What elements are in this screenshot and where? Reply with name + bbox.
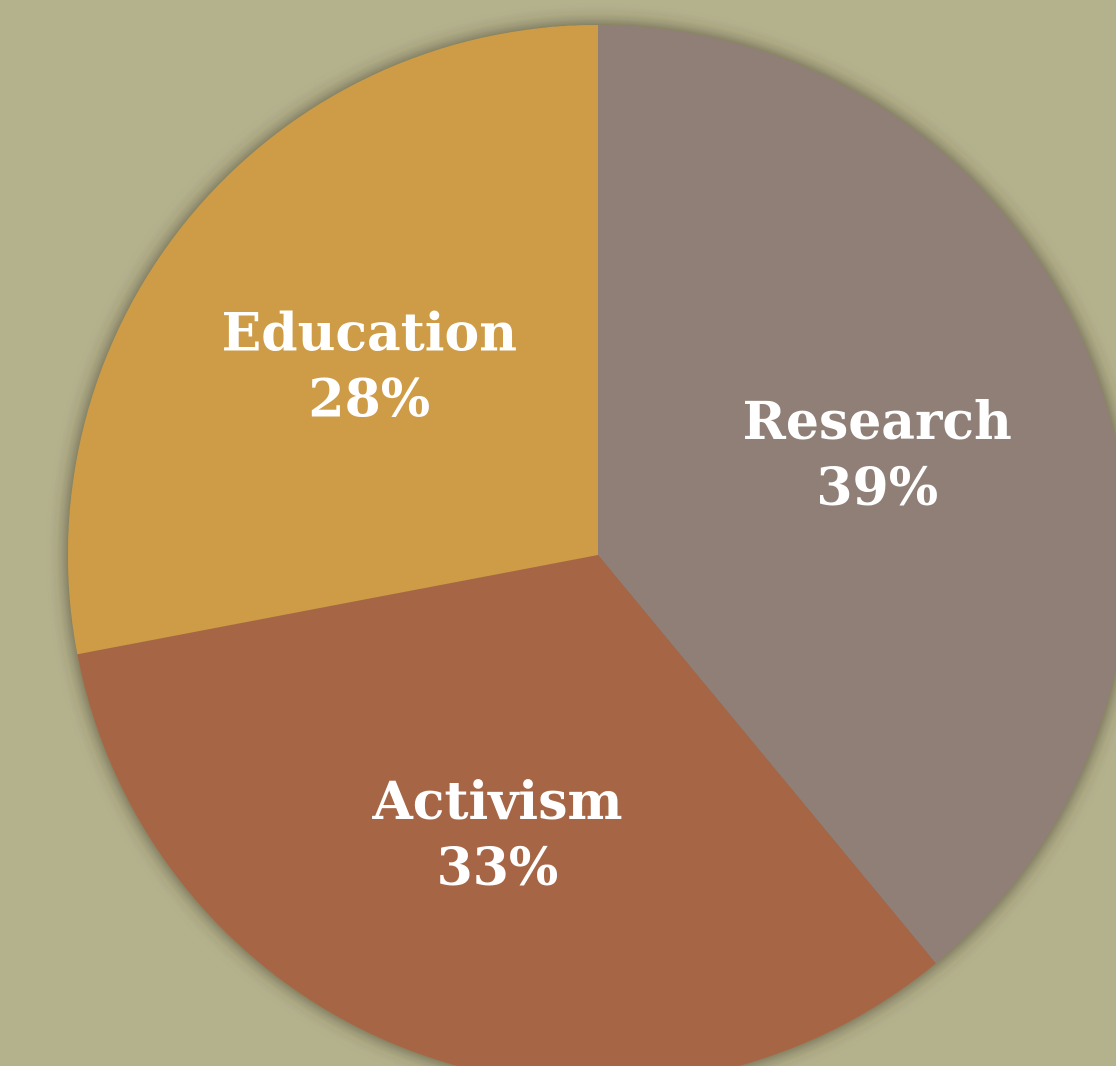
slice-label-research: Research	[743, 391, 1012, 452]
pie-slice-education	[67, 25, 598, 655]
slice-value-education: 28%	[308, 368, 430, 429]
slice-value-activism: 33%	[437, 837, 559, 898]
slice-value-research: 39%	[816, 457, 938, 518]
slice-label-activism: Activism	[371, 771, 622, 832]
pie-slices	[67, 25, 1116, 1066]
pie-slice-research	[598, 25, 1116, 964]
pie-slice-activism	[77, 555, 936, 1066]
slice-label-education: Education	[222, 302, 517, 363]
